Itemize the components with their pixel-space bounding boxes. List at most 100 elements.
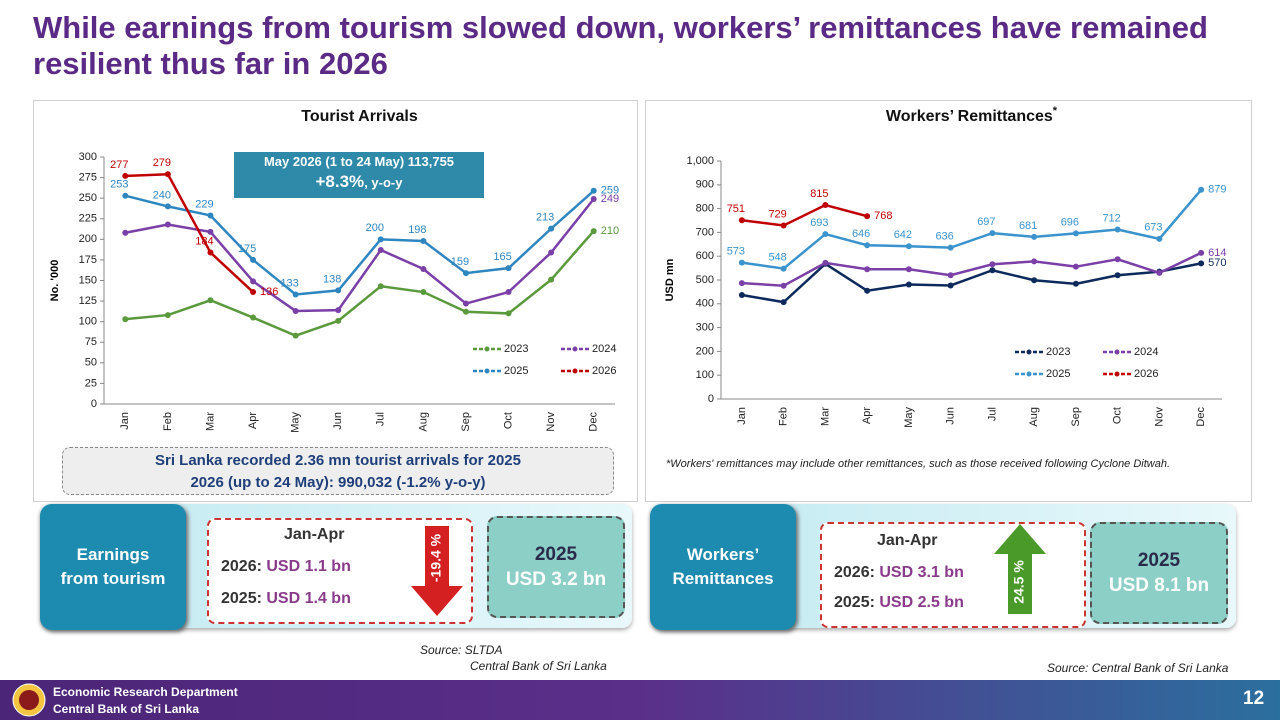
point xyxy=(548,276,555,283)
change-label: -19.4 % xyxy=(428,533,444,582)
y-tick-label: 200 xyxy=(696,345,714,357)
strip-label-text: Workers’ Remittances xyxy=(672,545,774,588)
legend-dot xyxy=(484,368,490,374)
legend-label: 2026 xyxy=(1134,368,1158,380)
point xyxy=(822,202,829,209)
point xyxy=(1031,277,1038,284)
y-tick-label: 600 xyxy=(696,250,714,262)
point xyxy=(1072,263,1079,270)
point xyxy=(207,212,214,219)
x-tick-label: Mar xyxy=(819,407,831,426)
series-line xyxy=(741,262,1202,304)
point xyxy=(780,282,787,289)
point xyxy=(250,256,257,263)
point xyxy=(250,278,257,285)
x-tick-label: Aug xyxy=(417,412,429,432)
point xyxy=(122,192,129,199)
y-tick-label: 900 xyxy=(696,179,714,191)
point xyxy=(1198,186,1205,193)
series-line xyxy=(125,173,254,293)
legend-label: 2026 xyxy=(592,365,616,377)
annual-value: USD 3.2 bn xyxy=(505,569,607,590)
x-tick-label: May xyxy=(290,412,302,433)
point xyxy=(864,242,871,249)
data-label: 570 xyxy=(1208,257,1226,269)
point xyxy=(590,195,597,202)
point xyxy=(1072,230,1079,237)
legend-label: 2023 xyxy=(1046,346,1070,358)
point xyxy=(1156,269,1163,276)
logo xyxy=(12,683,46,717)
y-tick-label: 100 xyxy=(696,369,714,381)
y-tick-label: 800 xyxy=(696,203,714,215)
annual-year: 2025 xyxy=(534,544,578,565)
row-value: USD 1.4 bn xyxy=(266,590,351,607)
footer-line: Central Bank of Sri Lanka xyxy=(53,702,200,716)
point xyxy=(822,231,829,238)
point xyxy=(548,225,555,232)
point xyxy=(122,316,129,323)
legend-dot xyxy=(1026,371,1032,377)
annotation-suffix: , y-o-y xyxy=(364,175,403,190)
x-tick-label: Dec xyxy=(1195,407,1207,427)
annual-year: 2025 xyxy=(1137,550,1181,571)
x-tick-label: Apr xyxy=(861,407,873,424)
point xyxy=(989,267,996,274)
annual-box: 2025 USD 8.1 bn xyxy=(1090,522,1228,624)
data-label: 165 xyxy=(493,251,511,263)
point xyxy=(462,308,469,315)
point xyxy=(864,266,871,273)
point xyxy=(590,187,597,194)
down-arrow: -19.4 % xyxy=(411,526,463,616)
source: Source: SLTDA xyxy=(420,643,503,657)
point xyxy=(164,312,171,319)
point xyxy=(905,266,912,273)
point xyxy=(377,283,384,290)
series-line xyxy=(741,188,1203,270)
legend-label: 2025 xyxy=(1046,368,1070,380)
point xyxy=(420,289,427,296)
point xyxy=(505,310,512,317)
point xyxy=(292,332,299,339)
x-tick-label: Sep xyxy=(1070,407,1082,427)
y-tick-label: 300 xyxy=(696,322,714,334)
point xyxy=(335,317,342,324)
x-tick-label: Sep xyxy=(460,412,472,432)
x-tick-label: Jun xyxy=(332,412,344,430)
data-label: 768 xyxy=(874,210,892,222)
data-label: 751 xyxy=(727,203,745,215)
data-label: 636 xyxy=(935,231,953,243)
data-label: 253 xyxy=(110,179,128,191)
point xyxy=(780,265,787,272)
data-label: 136 xyxy=(260,286,278,298)
period-box: Jan-Apr 2026: USD 3.1 bn 2025: USD 2.5 b… xyxy=(820,522,1086,628)
data-label: 712 xyxy=(1102,212,1120,224)
legend-dot xyxy=(484,346,490,352)
row-value: USD 2.5 bn xyxy=(879,594,964,611)
point xyxy=(207,249,214,256)
data-label: 198 xyxy=(408,224,426,236)
legend-dot xyxy=(572,368,578,374)
page-number: 12 xyxy=(1243,688,1265,709)
x-tick-label: Jan xyxy=(736,407,748,425)
data-label: 696 xyxy=(1061,216,1079,228)
legend-dot xyxy=(1114,371,1120,377)
point xyxy=(462,270,469,277)
up-arrow: 24.5 % xyxy=(994,524,1046,614)
row-value: USD 1.1 bn xyxy=(266,558,351,575)
legend-label: 2024 xyxy=(1134,346,1158,358)
legend-label: 2024 xyxy=(592,343,616,355)
source: Source: Central Bank of Sri Lanka xyxy=(1047,661,1229,675)
data-label: 200 xyxy=(366,222,384,234)
data-label: 548 xyxy=(768,251,786,263)
strip-label: Workers’ Remittances xyxy=(650,504,796,630)
row-year: 2026: xyxy=(221,558,262,575)
annotation-box: May 2026 (1 to 24 May) 113,755 +8.3%, y-… xyxy=(234,152,484,198)
y-tick-label: 50 xyxy=(85,357,97,369)
summary-line: Sri Lanka recorded 2.36 mn tourist arriv… xyxy=(155,452,521,469)
annual-value: USD 8.1 bn xyxy=(1108,575,1210,596)
point xyxy=(335,287,342,294)
chart-title-mark: * xyxy=(1053,105,1058,117)
legend-dot xyxy=(572,346,578,352)
